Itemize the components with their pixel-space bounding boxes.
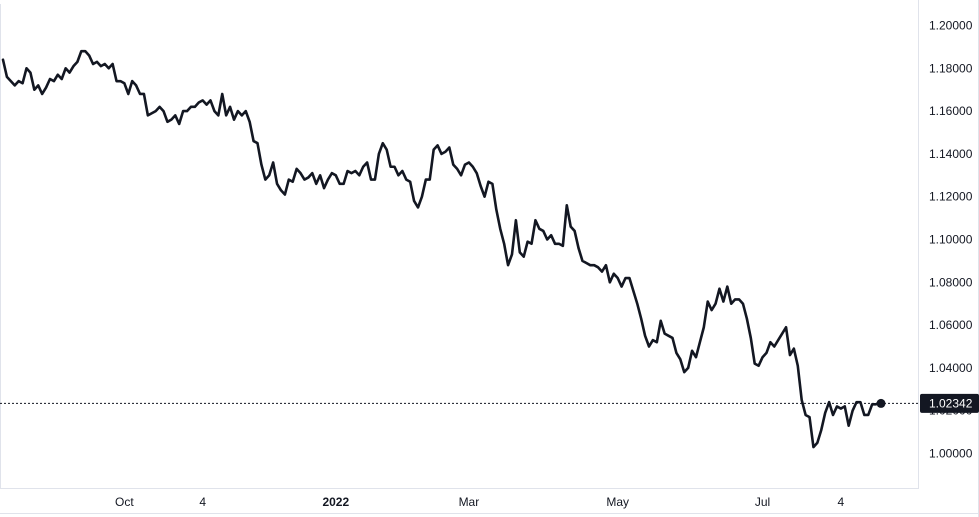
y-tick-label: 1.14000 <box>929 147 973 161</box>
x-tick-label: 4 <box>838 495 845 509</box>
y-tick-label: 1.12000 <box>929 190 973 204</box>
last-value-label: 1.02342 <box>929 396 973 410</box>
x-tick-label: Mar <box>459 495 480 509</box>
y-tick-label: 1.16000 <box>929 104 973 118</box>
x-axis: Oct 4 2022 Mar May Jul 4 <box>0 488 979 514</box>
series-line <box>1 49 882 449</box>
x-tick-label: 4 <box>199 495 206 509</box>
last-value-marker: 1.02342 <box>0 393 979 413</box>
y-tick-label: 1.18000 <box>929 61 973 75</box>
plot-area <box>0 4 882 489</box>
y-tick-label: 1.08000 <box>929 275 973 289</box>
y-tick-label: 1.00000 <box>929 447 973 461</box>
y-tick-label: 1.10000 <box>929 233 973 247</box>
last-point-marker <box>876 398 886 408</box>
last-value-badge <box>920 393 979 413</box>
y-tick-label: 1.06000 <box>929 318 973 332</box>
y-tick-label: 1.04000 <box>929 361 973 375</box>
x-tick-label: Oct <box>115 495 134 509</box>
x-tick-label: Jul <box>755 495 770 509</box>
y-axis: 1.20000 1.18000 1.16000 1.14000 1.12000 1.100… <box>918 0 979 517</box>
x-tick-label: May <box>606 495 629 509</box>
y-tick-label: 1.20000 <box>929 19 973 33</box>
x-tick-label: 2022 <box>322 495 349 509</box>
